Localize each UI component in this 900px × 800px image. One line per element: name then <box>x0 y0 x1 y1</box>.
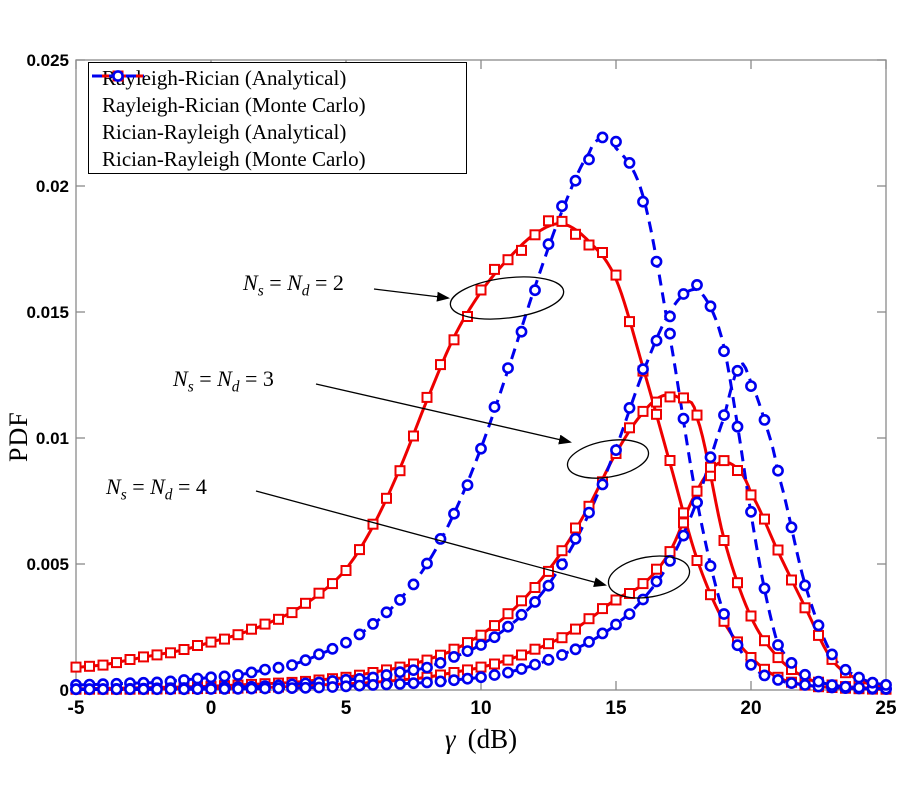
annotation-label-4: Ns = Nd = 4 <box>106 474 207 504</box>
annotation-ellipse-2 <box>449 276 565 320</box>
y-tick-label: 0.015 <box>26 303 69 322</box>
legend-item-label: Rayleigh-Rician (Monte Carlo) <box>102 93 366 117</box>
x-tick-label: 10 <box>470 698 492 719</box>
annotation-arrow-4 <box>255 490 607 587</box>
x-tick-label: 15 <box>605 698 627 719</box>
legend-item: Rician-Rayleigh (Monte Carlo) <box>99 70 466 173</box>
analytical-curve-rician-rayleigh-2 <box>75 136 886 691</box>
y-tick-label: 0.005 <box>26 555 69 574</box>
annotation-label-2: Ns = Nd = 2 <box>243 270 344 300</box>
annotation-arrow-2 <box>373 288 450 302</box>
annotation-arrow-3 <box>315 383 572 445</box>
x-tick-label: 20 <box>740 698 762 719</box>
annotation-ellipse-3 <box>566 439 650 479</box>
legend-item-label: Rician-Rayleigh (Analytical) <box>102 120 347 144</box>
y-axis-label: PDF <box>4 411 33 462</box>
legend-item: Rician-Rayleigh (Analytical) <box>92 74 466 146</box>
y-tick-label: 0.02 <box>35 177 69 196</box>
y-tick-label: 0 <box>59 681 69 700</box>
monte-carlo-markers-rician-rayleigh <box>70 131 892 696</box>
legend-item: Rayleigh-Rician (Analytical) <box>92 65 466 92</box>
monte-carlo-markers-rayleigh-rician <box>70 215 892 695</box>
x-tick-label: 5 <box>340 698 352 719</box>
x-tick-label: 0 <box>205 698 217 719</box>
annotation-label-3: Ns = Nd = 3 <box>173 366 274 396</box>
legend: Rayleigh-Rician (Analytical) Rayleigh-Ric… <box>88 62 467 174</box>
x-axis-label: γ (dB) <box>444 724 518 754</box>
legend-item: Rayleigh-Rician (Monte Carlo) <box>99 70 466 119</box>
y-tick-label: 0.01 <box>35 429 69 448</box>
legend-item-label: Rician-Rayleigh (Monte Carlo) <box>102 147 366 171</box>
x-tick-label: -5 <box>67 698 85 719</box>
annotation-ellipse-4 <box>607 555 691 599</box>
legend-item-label: Rayleigh-Rician (Analytical) <box>102 66 347 90</box>
blue-circle-marker <box>112 70 124 82</box>
y-tick-label: 0.025 <box>26 51 69 70</box>
x-tick-label: 25 <box>875 698 897 719</box>
